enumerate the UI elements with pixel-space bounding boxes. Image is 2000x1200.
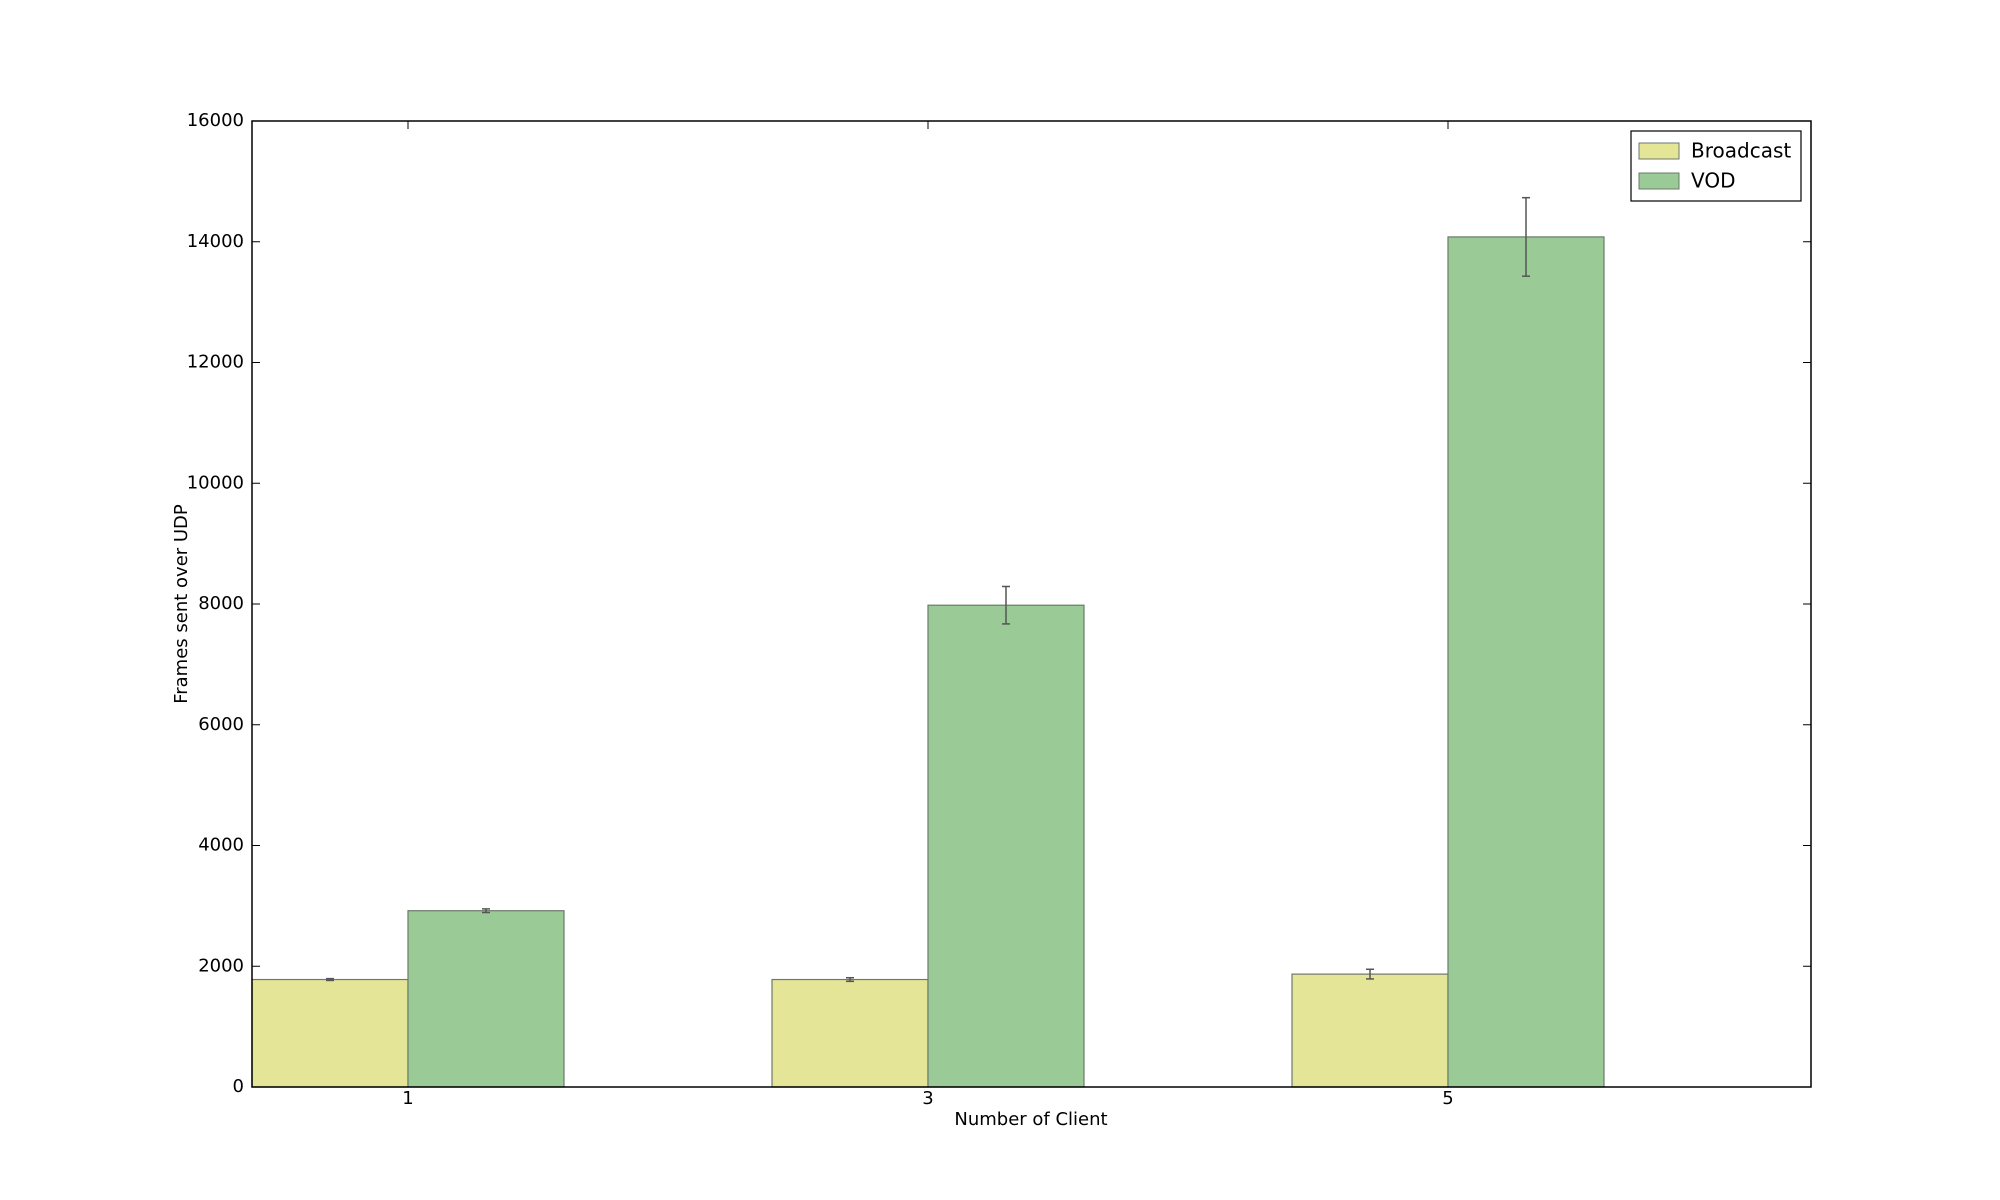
legend-swatch [1638,172,1680,190]
y-axis-label: Frames sent over UDP [171,504,192,704]
bar [927,604,1085,1088]
y-tick-label: 8000 [198,593,244,614]
error-bar [1002,585,1010,625]
legend-label: VOD [1691,169,1735,193]
y-tick-label: 16000 [187,110,244,131]
y-tick-label: 6000 [198,714,244,735]
error-bar [326,977,334,982]
x-axis-label: Number of Client [954,1109,1107,1130]
bar [251,978,409,1088]
y-tick-label: 14000 [187,231,244,252]
x-tick-label: 3 [922,1088,933,1109]
error-bar [1366,968,1374,980]
x-tick-label: 1 [402,1088,413,1109]
y-tick-label: 4000 [198,835,244,856]
y-tick-label: 12000 [187,352,244,373]
plot-frame [251,120,1812,1088]
bar [1447,236,1605,1088]
error-bar [482,908,490,914]
bar [1291,973,1449,1088]
y-tick-label: 0 [233,1076,244,1097]
x-tick-label: 5 [1442,1088,1453,1109]
error-bar [1522,196,1530,277]
y-tick-label: 10000 [187,472,244,493]
legend-swatch [1638,142,1680,160]
bar [771,978,929,1088]
y-tick-label: 2000 [198,955,244,976]
bar [407,910,565,1088]
legend-label: Broadcast [1691,139,1791,163]
error-bar [846,976,854,983]
